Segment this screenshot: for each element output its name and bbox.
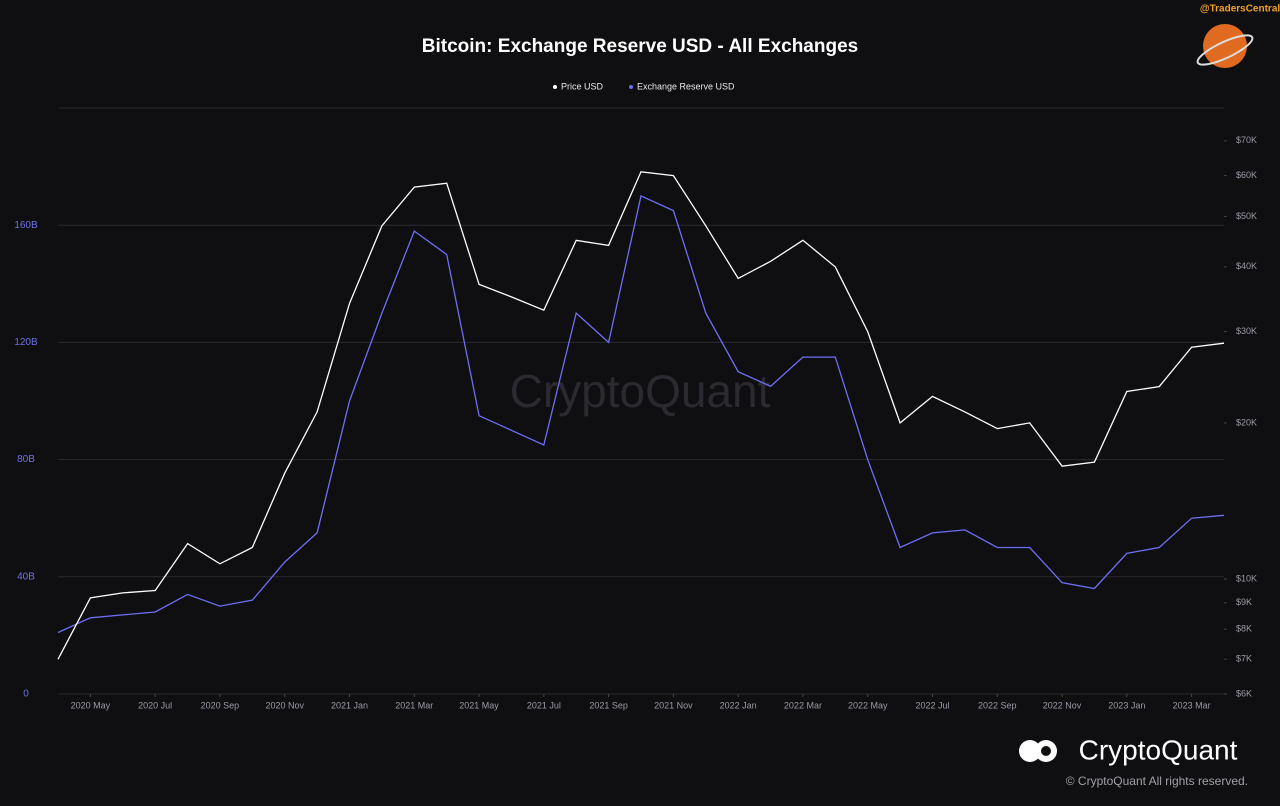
x-tick-label: 2021 Jan [331, 700, 368, 710]
series-line [57, 194, 1225, 634]
x-tick-label: 2021 Nov [654, 700, 693, 710]
y2-tick-label: $10K [1236, 573, 1257, 583]
x-tick-label: 2022 Sep [978, 700, 1017, 710]
y-tick-label: 0 [23, 689, 29, 700]
y-tick-label: 40B [17, 571, 35, 582]
legend-label: Exchange Reserve USD [637, 81, 735, 91]
logo-icon [1196, 24, 1254, 68]
copyright: © CryptoQuant All rights reserved. [1066, 774, 1248, 788]
y2-tick-label: $50K [1236, 211, 1257, 221]
x-tick-label: 2023 Jan [1108, 700, 1145, 710]
y-tick-label: 80B [17, 454, 35, 465]
x-tick-label: 2020 Sep [201, 700, 240, 710]
series-line [57, 171, 1225, 660]
y2-tick-label: $7K [1236, 654, 1252, 664]
x-tick-label: 2020 May [71, 700, 111, 710]
brand-name: CryptoQuant [1079, 734, 1238, 765]
y2-tick-label: $20K [1236, 417, 1257, 427]
legend-label: Price USD [561, 81, 604, 91]
y-tick-label: 120B [14, 337, 38, 348]
y2-tick-label: $8K [1236, 624, 1252, 634]
y-tick-label: 160B [14, 220, 38, 231]
brand-logo [1019, 740, 1057, 762]
y2-tick-label: $60K [1236, 170, 1257, 180]
x-tick-label: 2022 Jul [915, 700, 949, 710]
y2-tick-label: $6K [1236, 688, 1252, 698]
x-tick-label: 2023 Mar [1173, 700, 1211, 710]
x-tick-label: 2021 May [459, 700, 499, 710]
y2-tick-label: $40K [1236, 261, 1257, 271]
legend-marker [629, 85, 634, 89]
x-tick-label: 2020 Nov [265, 700, 304, 710]
y2-tick-label: $70K [1236, 135, 1257, 145]
x-tick-label: 2020 Jul [138, 700, 172, 710]
x-tick-label: 2022 May [848, 700, 888, 710]
x-tick-label: 2022 Mar [784, 700, 822, 710]
source-tag: @TradersCentral [1200, 4, 1280, 15]
watermark: CryptoQuant [510, 365, 771, 417]
x-tick-label: 2022 Jan [720, 700, 757, 710]
y2-tick-label: $9K [1236, 597, 1252, 607]
x-tick-label: 2021 Jul [527, 700, 561, 710]
y2-tick-label: $30K [1236, 326, 1257, 336]
x-tick-label: 2021 Mar [395, 700, 433, 710]
x-tick-label: 2022 Nov [1043, 700, 1082, 710]
x-tick-label: 2021 Sep [589, 700, 628, 710]
legend-marker [553, 85, 557, 89]
chart-title: Bitcoin: Exchange Reserve USD - All Exch… [422, 36, 858, 57]
